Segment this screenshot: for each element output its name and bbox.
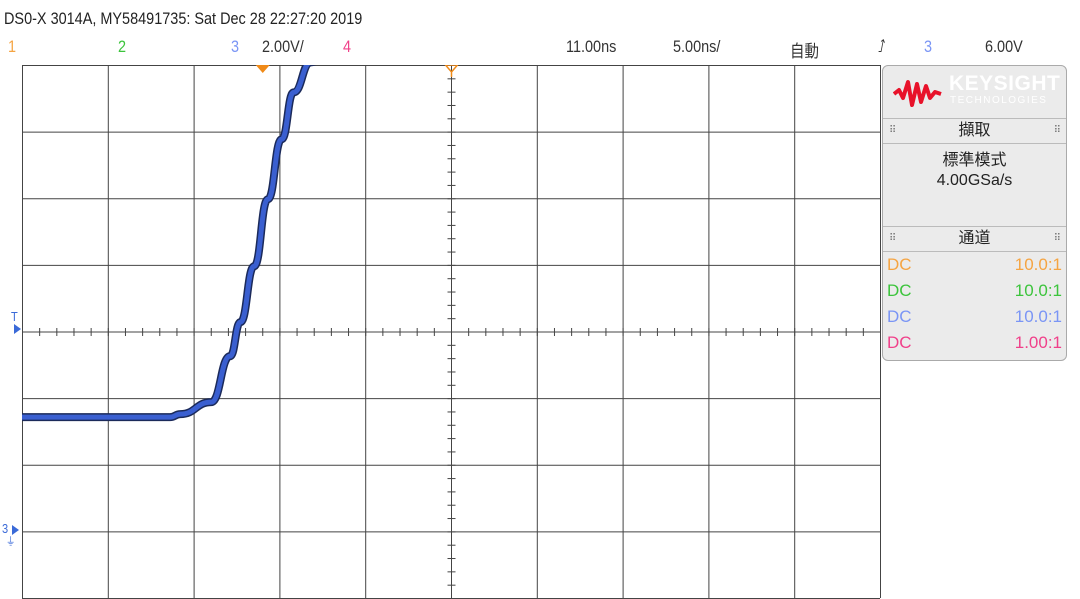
brand-subtitle: TECHNOLOGIES [950,95,1047,106]
coupling: DC [887,307,912,326]
coupling: DC [887,333,912,352]
coupling: DC [887,255,912,274]
grip-icon: ⠿ [1054,119,1060,143]
ground-icon: ⏚ [6,533,15,549]
channel-1-row[interactable]: DC 10.0:1 [887,252,1062,278]
channel-3-row[interactable]: DC 10.0:1 [887,304,1062,330]
channel-4-row[interactable]: DC 1.00:1 [887,330,1062,356]
scope-title: DS0-X 3014A, MY58491735: Sat Dec 28 22:2… [4,9,362,29]
side-panel: KEYSIGHT TECHNOLOGIES ⠿ 擷取 ⠿ 標準模式 4.00GS… [882,65,1067,361]
acquire-header[interactable]: ⠿ 擷取 ⠿ [883,118,1066,144]
channel-2-row[interactable]: DC 10.0:1 [887,278,1062,304]
channel-3-scale[interactable]: 2.00V/ [262,37,304,57]
channel-4-label[interactable]: 4 [343,37,351,57]
channel-1-label[interactable]: 1 [8,37,16,57]
acquire-header-label: 擷取 [958,122,990,139]
trigger-level[interactable]: 6.00V [985,37,1023,57]
grip-icon: ⠿ [1054,227,1060,251]
timebase-scale[interactable]: 5.00ns/ [673,37,720,57]
coupling: DC [887,281,912,300]
brand-name: KEYSIGHT [949,72,1060,96]
channels-header-label: 通道 [958,230,990,247]
acquire-mode: 標準模式 [883,146,1066,170]
channels-header[interactable]: ⠿ 通道 ⠿ [883,226,1066,252]
waveform-display[interactable] [22,65,882,599]
probe-ratio: 10.0:1 [1015,278,1062,304]
trigger-arrow-icon [14,324,21,334]
probe-ratio: 10.0:1 [1015,252,1062,278]
horizontal-delay[interactable]: 11.00ns [566,37,616,57]
sample-rate: 4.00GSa/s [883,172,1066,190]
grip-icon: ⠿ [889,119,895,143]
trigger-position-marker [256,65,270,73]
probe-ratio: 1.00:1 [1015,330,1062,356]
trigger-source[interactable]: 3 [924,37,932,57]
grip-icon: ⠿ [889,227,895,251]
rising-edge-icon: ⭜ [878,37,885,57]
trigger-mode[interactable]: 自動 [790,37,819,62]
channel-2-label[interactable]: 2 [118,37,126,57]
keysight-logo-icon [893,78,943,108]
channel-3-label[interactable]: 3 [231,37,239,57]
probe-ratio: 10.0:1 [1015,304,1062,330]
trigger-level-marker[interactable]: T [11,309,18,324]
